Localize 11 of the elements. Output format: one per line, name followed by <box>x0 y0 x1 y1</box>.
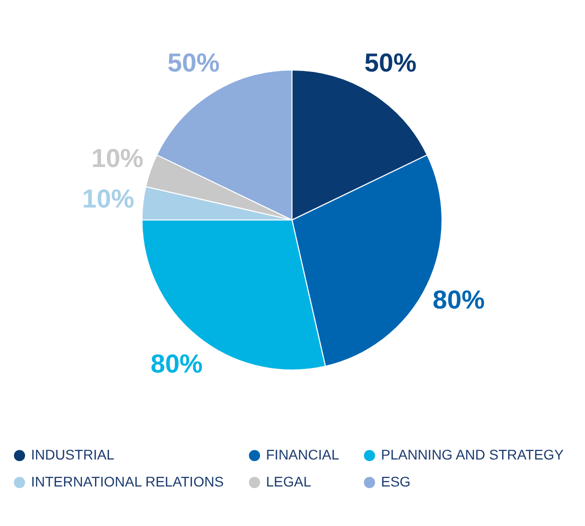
data-label: 50% <box>364 47 416 78</box>
legend-label: INTERNATIONAL RELATIONS <box>31 474 224 490</box>
data-label: 80% <box>432 284 485 314</box>
data-label: 80% <box>150 348 203 379</box>
data-label: 10% <box>82 183 134 214</box>
legend-label: ESG <box>381 474 411 490</box>
legend-label: PLANNING AND STRATEGY <box>381 446 564 463</box>
legend-label: FINANCIAL <box>266 446 340 463</box>
legend-label: INDUSTRIAL <box>31 446 114 463</box>
data-label: 50% <box>168 47 220 78</box>
legend-label: LEGAL <box>266 474 312 490</box>
